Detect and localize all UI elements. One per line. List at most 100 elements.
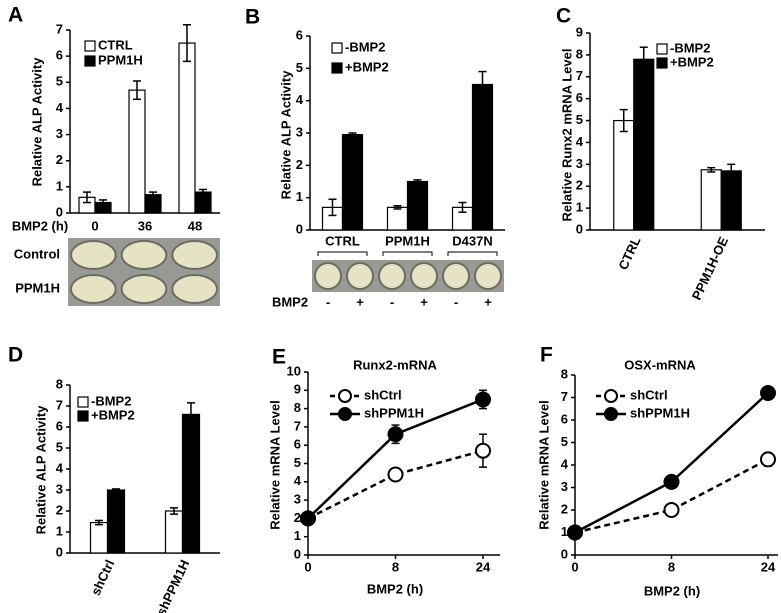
y-tick-label: 2 <box>56 152 63 167</box>
bar <box>386 206 409 231</box>
bar <box>178 42 196 214</box>
bar <box>128 89 146 214</box>
legend-label: PPM1H <box>98 52 143 67</box>
panel-label: E <box>272 346 286 369</box>
x-tick-label: shCtrl <box>88 557 117 597</box>
y-tick-label: 5 <box>296 60 303 75</box>
legend-label: -BMP2 <box>91 393 131 408</box>
well <box>120 274 168 304</box>
bar <box>406 180 429 231</box>
y-tick-label: 6 <box>561 411 568 426</box>
y-tick-label: 2 <box>561 501 568 516</box>
bar <box>89 521 109 554</box>
y-axis-label: Relative Runx2 mRNA Level <box>559 49 574 222</box>
treatment-value: - <box>390 294 394 309</box>
point <box>663 502 680 518</box>
y-tick-label: 3 <box>576 156 583 171</box>
bar <box>164 510 184 554</box>
y-tick-label: 7 <box>56 21 63 36</box>
point <box>663 473 680 490</box>
image-row-label: PPM1H <box>15 280 60 295</box>
y-tick-label: 2 <box>56 502 63 517</box>
bar <box>181 413 201 554</box>
point <box>387 466 404 483</box>
y-tick-label: 4 <box>296 92 304 107</box>
panel-label: C <box>556 5 571 28</box>
point <box>475 442 491 459</box>
x-tick-label: 8 <box>392 559 399 574</box>
well <box>410 262 438 290</box>
y-tick-label: 0 <box>576 221 583 236</box>
y-tick-label: 3 <box>296 124 303 139</box>
x-tick-label: 36 <box>138 218 152 233</box>
x-tick-label: CTRL <box>325 233 360 248</box>
line <box>574 458 769 534</box>
point <box>760 385 776 401</box>
y-tick-label: 7 <box>56 397 63 412</box>
treatment-value: - <box>326 294 330 309</box>
y-tick-label: 0 <box>296 221 303 236</box>
chart-title: Runx2-mRNA <box>353 357 437 372</box>
y-tick-label: 2 <box>296 157 303 172</box>
legend-label: +BMP2 <box>91 407 135 422</box>
well <box>474 262 502 290</box>
legend-label: shPPM1H <box>630 405 690 420</box>
bar <box>341 134 364 231</box>
well <box>378 262 406 290</box>
legend-swatch <box>656 43 668 55</box>
legend-label: -BMP2 <box>345 39 385 54</box>
legend-marker <box>604 389 618 403</box>
y-tick-label: 3 <box>56 126 63 141</box>
y-tick-label: 9 <box>576 24 583 39</box>
y-axis-label: Relative mRNA Level <box>536 400 551 530</box>
y-tick-label: 8 <box>561 366 568 381</box>
legend-swatch <box>77 410 89 422</box>
x-axis-label: BMP2 (h) <box>12 218 68 233</box>
y-tick-label: 0 <box>294 546 301 561</box>
y-tick-label: 4 <box>561 456 569 471</box>
x-tick-label: 24 <box>761 559 776 574</box>
legend-swatch <box>331 62 343 74</box>
legend-label: -BMP2 <box>670 40 710 55</box>
well <box>171 240 219 270</box>
x-tick-label: 0 <box>91 218 98 233</box>
bracket <box>447 251 498 256</box>
x-tick-label: PPM1H <box>385 233 430 248</box>
bar <box>633 58 655 231</box>
legend-swatch <box>656 57 668 69</box>
x-tick-label: CTRL <box>615 234 643 272</box>
well <box>346 262 374 290</box>
y-tick-label: 7 <box>576 68 583 83</box>
panel-label: A <box>8 4 23 27</box>
y-tick-label: 1 <box>576 200 583 215</box>
panel-label: F <box>540 344 553 367</box>
legend-label: shPPM1H <box>364 405 424 420</box>
legend-swatch <box>84 40 96 52</box>
y-tick-label: 4 <box>294 473 302 488</box>
x-tick-label: shPPM1H <box>153 557 192 613</box>
y-tick-label: 7 <box>561 389 568 404</box>
bar <box>471 83 494 231</box>
y-tick-label: 5 <box>561 434 568 449</box>
y-tick-label: 5 <box>294 455 301 470</box>
bar <box>613 119 635 231</box>
x-axis-label: BMP2 (h) <box>644 583 700 598</box>
y-axis-label: Relative mRNA Level <box>267 400 282 530</box>
y-tick-label: 8 <box>294 400 301 415</box>
x-axis-label: BMP2 (h) <box>367 581 423 596</box>
y-tick-label: 9 <box>294 382 301 397</box>
treatment-value: + <box>356 294 364 309</box>
y-tick-label: 3 <box>561 479 568 494</box>
y-tick-label: 6 <box>296 27 303 42</box>
well <box>120 240 168 270</box>
bar <box>700 169 722 231</box>
well <box>171 274 219 304</box>
y-tick-label: 7 <box>294 418 301 433</box>
x-tick-label: 24 <box>476 559 491 574</box>
legend-label: CTRL <box>98 37 133 52</box>
x-tick-label: 0 <box>304 559 311 574</box>
legend-marker <box>338 407 352 421</box>
point <box>387 426 404 443</box>
well <box>70 274 117 304</box>
line <box>307 449 484 520</box>
